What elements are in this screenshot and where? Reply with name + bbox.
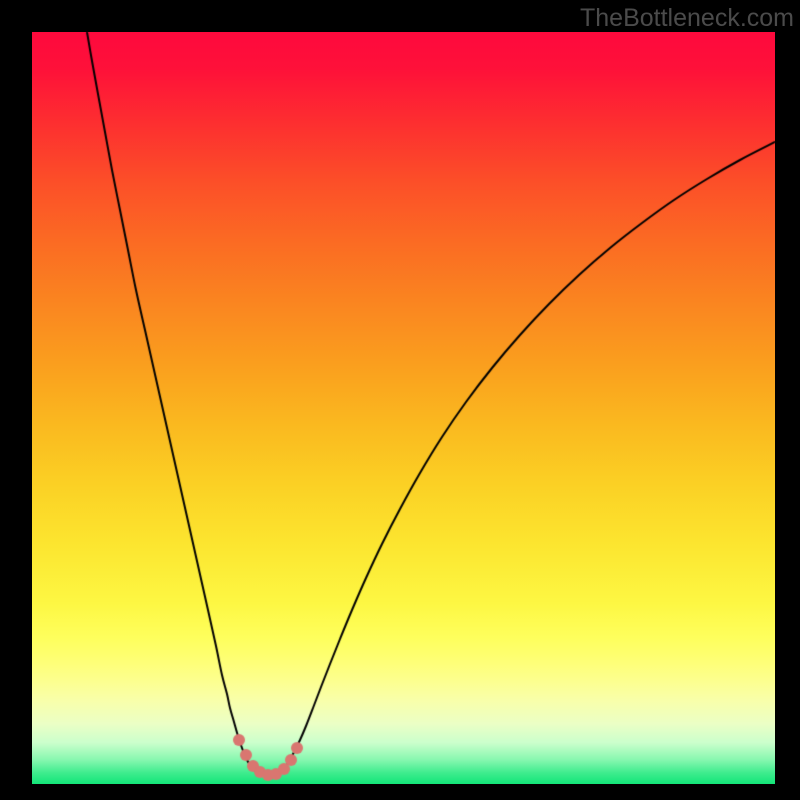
bottleneck-curve-canvas	[0, 0, 800, 800]
chart-container: TheBottleneck.com	[0, 0, 800, 800]
watermark-text: TheBottleneck.com	[580, 4, 794, 33]
